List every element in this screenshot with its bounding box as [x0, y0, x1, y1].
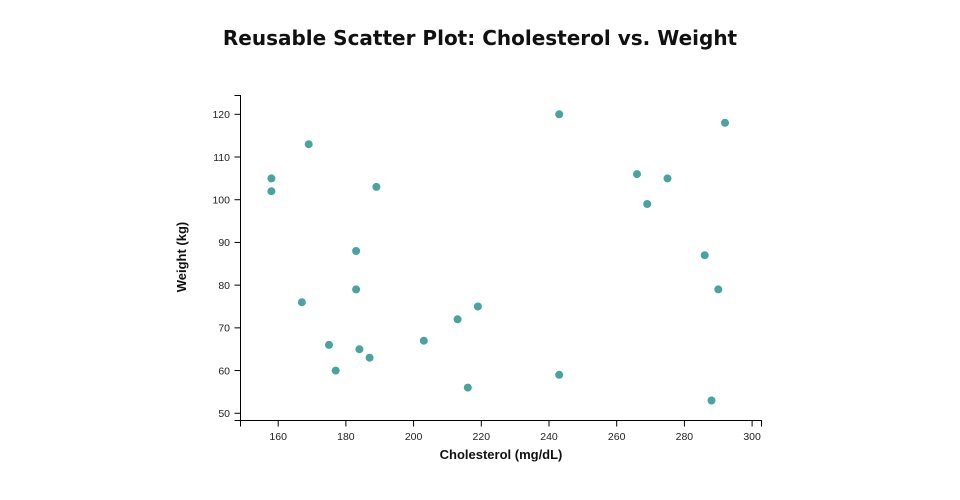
data-point [555, 370, 564, 379]
x-tick-label: 160 [269, 431, 287, 443]
data-point [453, 315, 462, 324]
y-tick-label: 100 [212, 195, 230, 207]
data-point [463, 383, 472, 392]
data-point [355, 345, 364, 354]
y-tick-label: 50 [218, 408, 230, 420]
data-point [721, 118, 729, 127]
data-point [555, 110, 564, 119]
data-point [331, 366, 340, 375]
x-tick-label: 280 [676, 431, 694, 443]
y-tick-label: 70 [218, 323, 230, 335]
data-point [700, 251, 709, 260]
data-point [473, 302, 482, 311]
x-tick-label: 220 [473, 431, 491, 443]
x-tick-label: 260 [608, 431, 626, 443]
x-tick-label: 200 [405, 431, 423, 443]
x-axis: 160 180 200 220 240 260 280 300 [240, 420, 762, 443]
data-point [325, 340, 333, 349]
y-tick-label: 90 [218, 237, 230, 249]
data-point [419, 336, 428, 345]
data-point [663, 174, 672, 183]
data-point [352, 247, 361, 255]
data-point [267, 174, 276, 183]
data-points-group [267, 110, 729, 405]
data-point [707, 396, 716, 405]
data-point [352, 285, 361, 294]
y-axis: 50 60 70 80 90 100 110 120 [212, 95, 241, 421]
data-point [643, 200, 652, 208]
y-axis-label: Weight (kg) [174, 222, 189, 293]
data-point [714, 285, 723, 294]
y-axis-line [234, 95, 241, 421]
y-tick-label: 80 [218, 280, 230, 292]
x-tick-label: 240 [540, 431, 558, 443]
chart-title: Reusable Scatter Plot: Cholesterol vs. W… [223, 26, 738, 50]
data-point [304, 140, 313, 149]
data-point [372, 182, 381, 191]
y-tick-label: 110 [213, 152, 230, 164]
x-axis-line [240, 420, 762, 427]
y-tick-label: 120 [212, 109, 230, 121]
data-point [267, 187, 276, 196]
data-point [365, 353, 374, 362]
data-point [633, 170, 641, 179]
x-axis-label: Cholesterol (mg/dL) [440, 447, 563, 462]
x-tick-label: 180 [337, 431, 355, 443]
y-tick-label: 60 [218, 365, 230, 377]
x-tick-label: 300 [743, 431, 761, 443]
data-point [297, 298, 306, 307]
